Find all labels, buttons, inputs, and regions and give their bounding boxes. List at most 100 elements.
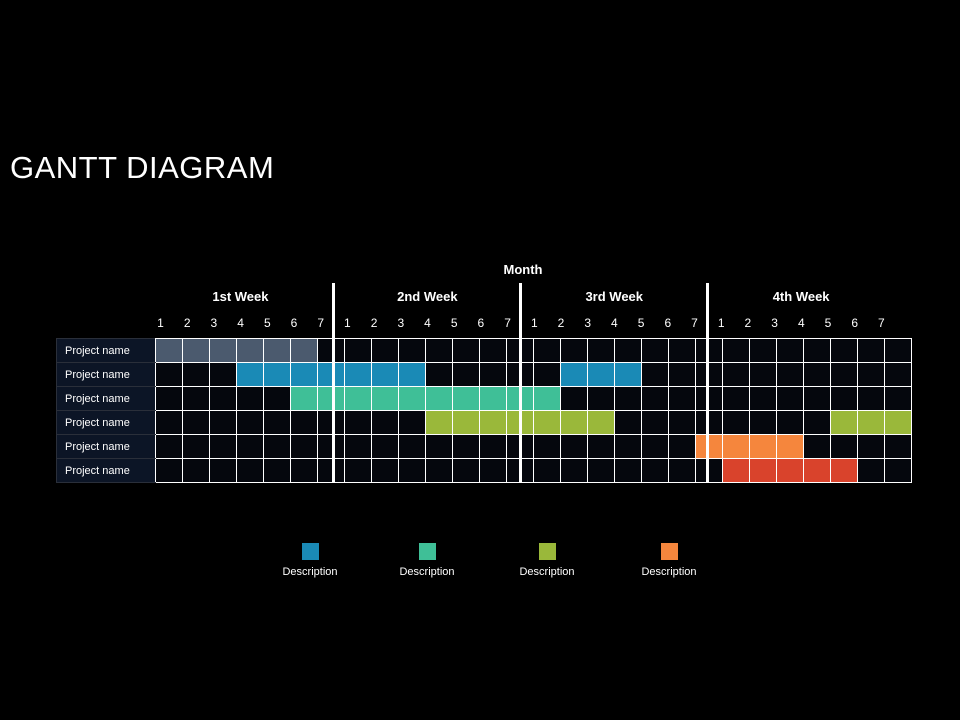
project-name: Project name	[56, 434, 156, 459]
grid-cell	[182, 434, 210, 459]
grid-cell	[722, 386, 750, 411]
day-header: 7	[878, 316, 885, 330]
grid-cell	[371, 434, 399, 459]
grid-cell	[317, 458, 345, 483]
grid-cell	[857, 458, 885, 483]
gantt-bar-cell	[695, 434, 723, 459]
grid-cell	[857, 386, 885, 411]
grid-cell	[722, 362, 750, 387]
gantt-bar-cell	[479, 410, 507, 435]
grid-cell	[803, 362, 831, 387]
grid-cell	[182, 386, 210, 411]
grid-cell	[317, 338, 345, 363]
grid-cell	[209, 458, 237, 483]
grid-cell	[209, 386, 237, 411]
legend-item: Description	[497, 543, 597, 578]
grid-cell	[344, 434, 372, 459]
day-header: 6	[477, 316, 485, 330]
grid-cell	[344, 338, 372, 363]
legend-item: Description	[377, 543, 477, 578]
gantt-bar-cell	[425, 386, 453, 411]
grid-cell	[749, 338, 777, 363]
legend-swatch	[301, 543, 319, 560]
grid-cell	[803, 410, 831, 435]
grid-cell	[155, 410, 183, 435]
week-header-4: 4th Week	[772, 289, 830, 304]
grid-cell	[290, 458, 318, 483]
day-header: 3	[397, 316, 405, 330]
gantt-bar-cell	[587, 362, 615, 387]
gantt-bar-cell	[290, 386, 318, 411]
day-header: 3	[771, 316, 778, 330]
grid-cell	[695, 362, 723, 387]
grid-cell	[425, 434, 453, 459]
grid-cell	[479, 458, 507, 483]
legend-swatch	[538, 543, 556, 560]
grid-cell	[749, 410, 777, 435]
project-name: Project name	[56, 362, 156, 387]
day-header: 5	[637, 316, 645, 330]
grid-cell	[830, 362, 858, 387]
gantt-bar-cell	[263, 338, 291, 363]
day-header: 5	[824, 316, 832, 330]
grid-cell	[803, 338, 831, 363]
legend-label: Description	[641, 566, 697, 578]
grid-cell	[425, 458, 453, 483]
grid-cell	[155, 458, 183, 483]
grid-cell	[749, 362, 777, 387]
grid-cell	[533, 434, 561, 459]
grid-cell	[614, 386, 642, 411]
gantt-bar-cell	[209, 338, 237, 363]
gantt-bar-cell	[317, 386, 345, 411]
grid-cell	[803, 434, 831, 459]
grid-cell	[560, 338, 588, 363]
day-header: 5	[263, 316, 271, 330]
day-header: 3	[210, 316, 218, 330]
grid-cell	[317, 434, 345, 459]
gantt-bar-cell	[290, 338, 318, 363]
grid-cell	[560, 386, 588, 411]
gantt-bar-cell	[452, 410, 480, 435]
week-header-3: 3rd Week	[585, 289, 644, 304]
legend-item: Description	[619, 543, 719, 578]
day-header: 7	[691, 316, 698, 330]
grid-cell	[479, 338, 507, 363]
grid-cell	[641, 386, 669, 411]
gantt-bar-cell	[722, 434, 750, 459]
gantt-bar-cell	[398, 362, 426, 387]
gantt-bar-cell	[533, 386, 561, 411]
gantt-bar-cell	[344, 362, 372, 387]
week-separator	[705, 283, 709, 483]
table-row: Project name	[56, 410, 912, 435]
grid-cell	[857, 362, 885, 387]
grid-cell	[695, 410, 723, 435]
grid-cell	[695, 338, 723, 363]
grid-cell	[425, 338, 453, 363]
grid-cell	[263, 410, 291, 435]
grid-cell	[830, 434, 858, 459]
grid-cell	[641, 362, 669, 387]
grid-cell	[533, 338, 561, 363]
gantt-bar-cell	[155, 338, 183, 363]
gantt-bar-cell	[371, 362, 399, 387]
table-row: Project name	[56, 338, 912, 363]
grid-cell	[155, 362, 183, 387]
day-header: 1	[530, 316, 538, 330]
grid-cell	[452, 338, 480, 363]
grid-cell	[884, 386, 912, 411]
gantt-bar-cell	[479, 386, 507, 411]
gantt-bar-cell	[290, 362, 318, 387]
day-header: 1	[717, 316, 725, 330]
grid-cell	[209, 410, 237, 435]
grid-cell	[803, 386, 831, 411]
grid-cell	[155, 386, 183, 411]
grid-cell	[452, 434, 480, 459]
grid-cell	[290, 434, 318, 459]
grid-cell	[722, 338, 750, 363]
gantt-bar-cell	[317, 362, 345, 387]
day-header: 6	[664, 316, 672, 330]
table-row: Project name	[56, 386, 912, 411]
grid-cell	[155, 434, 183, 459]
day-header: 4	[237, 316, 244, 330]
legend-swatch	[418, 543, 436, 560]
